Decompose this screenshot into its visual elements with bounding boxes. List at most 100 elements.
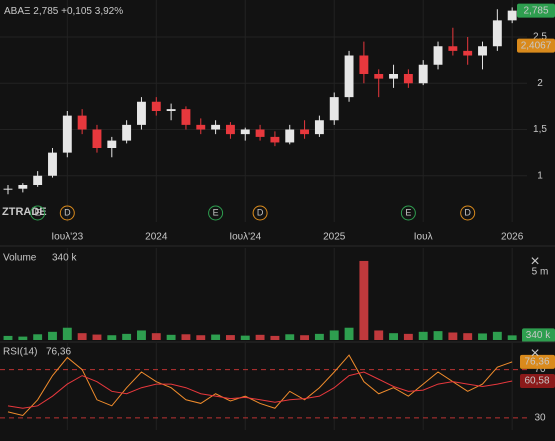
x-tick-label: Ιουλ [414,232,433,243]
candle-body [3,188,13,190]
volume-bar [196,335,206,340]
volume-bar [33,334,43,340]
volume-title: Volume [3,253,37,264]
candle-body [240,129,250,135]
volume-bar [62,327,72,340]
candle-body [344,55,354,98]
volume-bar [240,335,250,340]
event-marker [400,205,416,221]
event-marker [252,205,268,221]
y-tick-label: 30 [534,413,546,424]
candle-body [92,129,102,148]
volume-bar [418,331,428,340]
candle-body [329,97,339,121]
header-symbol: ΑΒΑΞ [4,6,33,17]
candle-body [107,140,117,148]
event-marker [30,205,46,221]
y-tick-label: 70 [534,364,546,375]
candle-body [418,64,428,84]
y-tick-label: 5 m [532,266,549,277]
rsi-last-label: 60,58 [524,376,549,387]
candle-body [507,10,517,21]
x-tick-label: 2024 [145,232,168,243]
event-label: E [35,207,41,217]
candle-body [166,109,176,111]
volume-bar [77,333,87,340]
rsi-last-label: 76,36 [524,357,549,368]
candle-body [18,185,28,189]
volume-bar [492,331,502,340]
x-tick-label: Ιουλ'23 [51,232,83,243]
event-label: D [257,207,264,217]
candle-body [270,136,280,143]
candle-body [225,124,235,135]
x-tick-label: Ιουλ'24 [229,232,261,243]
candle-body [211,124,221,130]
candle-body [151,101,161,111]
x-tick-label: 2025 [323,232,346,243]
header-change_pct: 3,92% [95,6,123,17]
volume-bar [463,333,473,340]
volume-bar [359,260,369,340]
header-last: 2,785 [33,6,61,17]
candle-body [463,50,473,56]
volume-bar [448,332,458,340]
candle-body [285,129,295,143]
price-label-box [517,3,555,18]
watermark: ZTRADE [2,206,47,218]
volume-bar [329,330,339,340]
volume-bar [285,334,295,340]
volume-bar [374,330,384,340]
volume-bar [225,335,235,340]
rsi-title-value: 76,36 [46,347,71,358]
event-marker [208,205,224,221]
candle-body [314,120,324,135]
candle-body [181,109,191,125]
volume-last-box [522,328,555,343]
volume-bar [478,333,487,340]
candle-body [255,129,265,137]
rsi-last-box [520,373,555,388]
volume-bar [48,331,57,340]
event-marker [460,205,476,221]
price-label: 2,4067 [521,40,552,51]
y-tick-label: 2 [537,78,543,89]
volume-bar [18,336,28,340]
x-tick-label: 2026 [501,232,524,243]
candle-body [300,129,310,135]
y-tick-label: 1 [537,170,543,181]
volume-bar [3,335,13,340]
volume-bar [137,330,146,340]
candle-body [374,74,384,79]
y-tick-label: 2,5 [533,32,547,43]
volume-bar [403,333,413,340]
rsi-line [7,354,513,417]
event-label: E [213,207,219,217]
volume-bar [344,327,354,340]
volume-bar [166,334,176,340]
candle-body [359,55,369,74]
y-tick-label: 1,5 [533,124,547,135]
close-button[interactable]: × [530,253,539,270]
candle-body [492,20,502,47]
volume-bar [314,333,324,340]
event-label: D [464,207,471,217]
volume-bar [211,334,221,340]
volume-bar [122,333,132,340]
candle-body [196,124,206,130]
candle-body [448,46,458,51]
volume-bar [433,331,443,340]
volume-bar [507,335,517,340]
header-change: +0,105 [61,6,95,17]
event-label: E [405,207,411,217]
price-label-box [517,38,555,53]
candle-body [389,74,398,79]
volume-bar [107,335,117,340]
candle-body [403,74,413,84]
volume-bar [300,335,310,340]
candle-body [478,46,487,56]
close-button[interactable]: × [530,345,539,362]
event-marker [59,205,75,221]
